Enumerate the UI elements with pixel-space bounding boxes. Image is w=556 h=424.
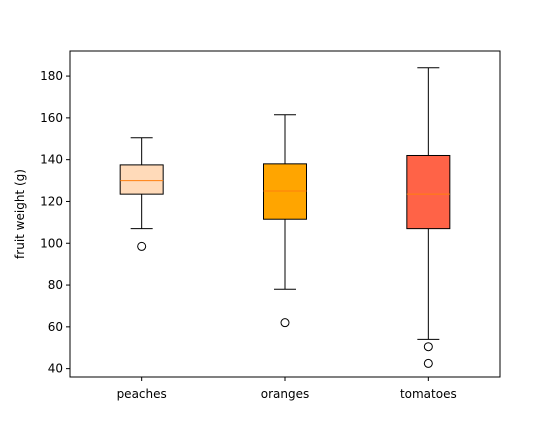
- x-tick-label-oranges: oranges: [261, 387, 310, 401]
- outlier-point-tomatoes: [423, 342, 433, 352]
- outlier-point-tomatoes: [423, 358, 433, 368]
- outlier-point-peaches: [137, 241, 147, 251]
- y-tick-label: 160: [40, 111, 63, 125]
- x-tick-label-peaches: peaches: [117, 387, 167, 401]
- box-peaches: [119, 164, 164, 195]
- y-tick-label: 100: [40, 236, 63, 250]
- y-tick-label: 60: [48, 320, 63, 334]
- y-tick-label: 40: [48, 362, 63, 376]
- axes-layer: 40 60 80 100 120 140 160 180 peaches oranges tomat…: [40, 69, 457, 401]
- x-tick-label-tomatoes: tomatoes: [400, 387, 457, 401]
- y-tick-label: 120: [40, 194, 63, 208]
- box-oranges: [263, 163, 307, 220]
- y-tick-label: 80: [48, 278, 63, 292]
- plot-layer: [119, 67, 451, 368]
- box-tomatoes: [406, 154, 451, 230]
- outlier-point-oranges: [280, 318, 290, 328]
- y-axis-label: fruit weight (g): [13, 169, 27, 259]
- y-tick-label: 180: [40, 69, 63, 83]
- y-tick-label: 140: [40, 153, 63, 167]
